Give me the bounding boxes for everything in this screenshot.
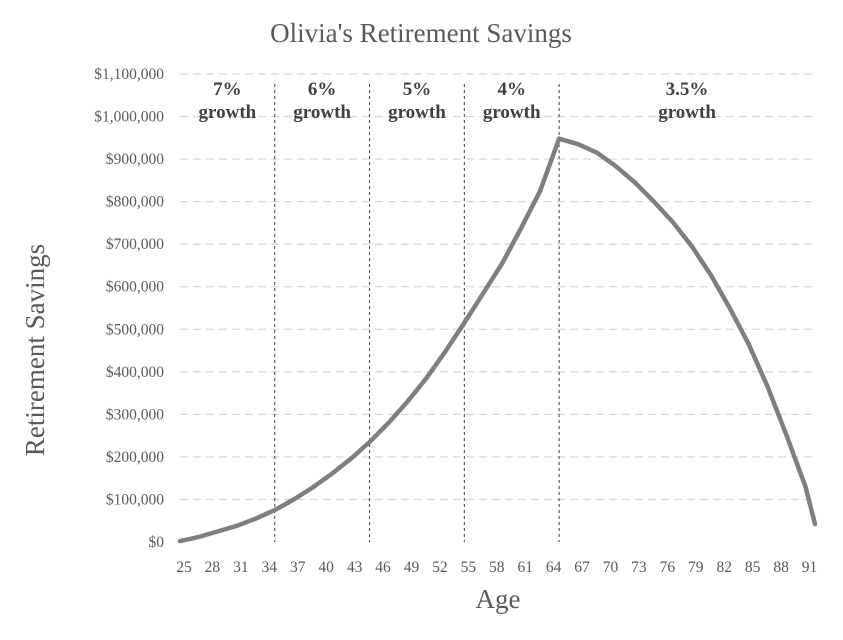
x-tick-label: 28 [205, 559, 221, 576]
x-tick-label: 52 [432, 559, 448, 576]
y-axis-ticks: $0 $100,000 $200,000 $300,000 $400,000 $500,0… [94, 66, 164, 551]
x-tick-label: 67 [574, 559, 590, 576]
region-rate-label: 6% [308, 79, 337, 100]
region-dividers [274, 84, 560, 542]
y-tick-label: $800,000 [106, 194, 164, 211]
x-tick-label: 40 [318, 559, 334, 576]
region-rate-label: 4% [497, 79, 526, 100]
y-tick-label: $100,000 [106, 491, 164, 508]
savings-series-line [177, 136, 818, 544]
x-tick-label: 70 [603, 559, 619, 576]
y-tick-label: $200,000 [106, 449, 164, 466]
series-layer [177, 136, 818, 544]
x-tick-label: 58 [489, 559, 505, 576]
x-tick-label: 34 [262, 559, 278, 576]
x-axis-label: Age [476, 584, 521, 614]
x-tick-label: 79 [688, 559, 704, 576]
x-tick-label: 49 [404, 559, 420, 576]
x-tick-label: 25 [176, 559, 192, 576]
y-tick-label: $300,000 [106, 406, 164, 423]
x-tick-label: 88 [773, 559, 789, 576]
y-tick-label: $400,000 [106, 364, 164, 381]
y-tick-label: $900,000 [106, 151, 164, 168]
y-tick-label: $700,000 [106, 236, 164, 253]
x-tick-label: 37 [290, 559, 306, 576]
y-axis-label: Retirement Savings [20, 244, 50, 456]
x-tick-label: 61 [517, 559, 533, 576]
gridlines [180, 73, 815, 501]
region-labels: 7%growth6%growth5%growth4%growth3.5%grow… [199, 79, 717, 123]
x-tick-label: 73 [631, 559, 647, 576]
region-growth-label: growth [658, 102, 716, 123]
x-tick-label: 85 [745, 559, 761, 576]
x-tick-label: 76 [660, 559, 676, 576]
x-tick-label: 55 [461, 559, 477, 576]
region-growth-label: growth [483, 102, 541, 123]
region-growth-label: growth [388, 102, 446, 123]
y-tick-label: $500,000 [106, 321, 164, 338]
region-rate-label: 7% [213, 79, 242, 100]
region-rate-label: 5% [403, 79, 432, 100]
region-growth-label: growth [293, 102, 351, 123]
x-tick-label: 43 [347, 559, 363, 576]
y-tick-label: $1,000,000 [94, 109, 164, 126]
region-rate-label: 3.5% [666, 79, 709, 100]
chart-title: Olivia's Retirement Savings [270, 18, 572, 48]
y-tick-label: $0 [149, 534, 165, 551]
region-growth-label: growth [199, 102, 257, 123]
y-tick-label: $1,100,000 [94, 66, 164, 83]
x-tick-label: 31 [233, 559, 249, 576]
x-tick-label: 91 [802, 559, 818, 576]
x-tick-label: 82 [716, 559, 732, 576]
x-axis-ticks: 25 28 31 34 37 40 43 46 49 52 55 58 61 64 67 70 73 76 79 82… [176, 559, 817, 576]
y-tick-label: $600,000 [106, 279, 164, 296]
x-tick-label: 64 [546, 559, 562, 576]
x-tick-label: 46 [375, 559, 391, 576]
